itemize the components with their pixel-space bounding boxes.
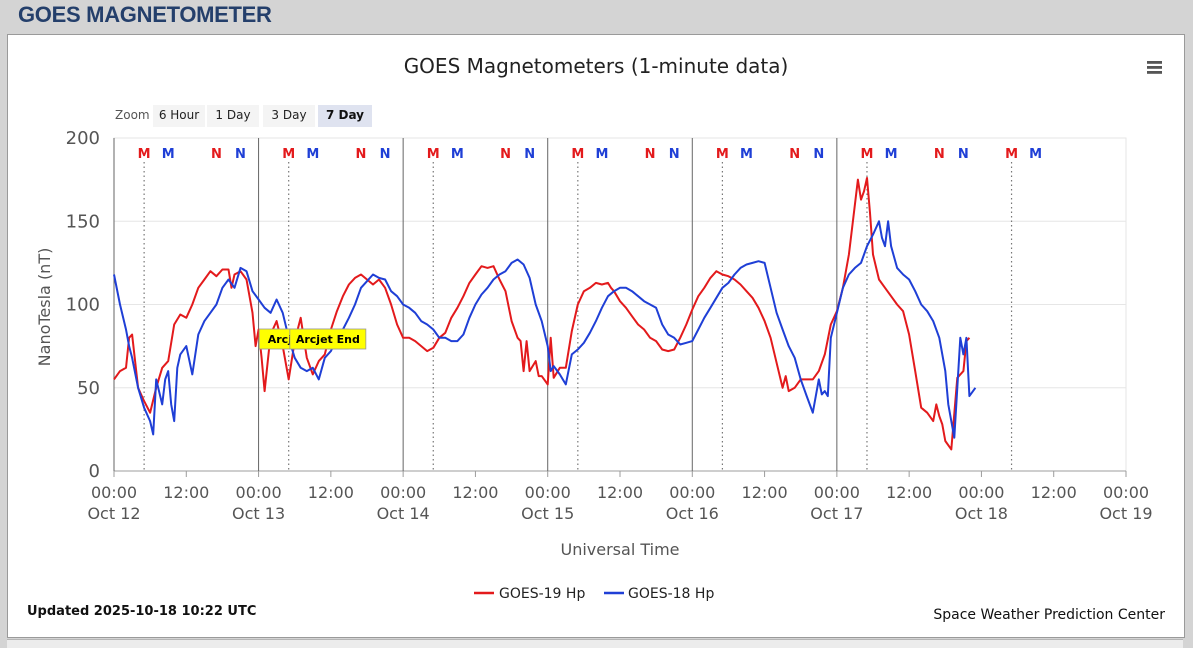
zoom-6-hour-button[interactable]: 6 Hour [159, 108, 199, 122]
zoom-label: Zoom [115, 108, 150, 122]
orbit-marker-m: M [571, 147, 584, 162]
orbit-marker-n: N [356, 147, 367, 162]
x-tick-date: Oct 12 [87, 504, 140, 523]
credit-text: Space Weather Prediction Center [933, 607, 1165, 623]
zoom-3-day-button[interactable]: 3 Day [271, 108, 306, 122]
orbit-marker-n: N [235, 147, 246, 162]
x-tick-time: 00:00 [814, 483, 860, 502]
y-tick-label: 200 [66, 128, 100, 149]
x-tick-time: 12:00 [163, 483, 209, 502]
x-tick-time: 12:00 [1031, 483, 1077, 502]
y-tick-label: 150 [66, 211, 100, 232]
x-tick-date: Oct 14 [377, 504, 430, 523]
x-tick-time: 12:00 [308, 483, 354, 502]
orbit-marker-n: N [813, 147, 824, 162]
x-tick-time: 00:00 [91, 483, 137, 502]
page-header: GOES MAGNETOMETER [0, 0, 1193, 34]
x-tick-date: Oct 18 [955, 504, 1008, 523]
chart-title: GOES Magnetometers (1-minute data) [404, 54, 789, 78]
orbit-marker-n: N [789, 147, 800, 162]
orbit-marker-n: N [645, 147, 656, 162]
y-axis-title: NanoTesla (nT) [35, 248, 54, 367]
gridlines [113, 137, 1127, 472]
chart-panel: GOES Magnetometers (1-minute data) Zoom … [7, 34, 1185, 638]
x-tick-date: Oct 19 [1099, 504, 1152, 523]
series-line-goes18 [113, 220, 977, 439]
x-axis-title: Universal Time [560, 540, 679, 559]
series-line-goes19 [113, 177, 971, 451]
zoom-6-hour-bg[interactable] [153, 105, 205, 127]
annotation-box [289, 328, 367, 350]
updated-timestamp: Updated 2025-10-18 10:22 UTC [27, 604, 256, 619]
x-tick-time: 00:00 [1103, 483, 1149, 502]
x-tick-time: 00:00 [525, 483, 571, 502]
x-axis: 00:00 Oct 12 12:00 00:00 Oct 13 12:00 00:00 Oct… [87, 471, 1153, 523]
orbit-marker-m: M [306, 147, 319, 162]
orbit-marker-m: M [162, 147, 175, 162]
x-tick-date: Oct 15 [521, 504, 574, 523]
zoom-1-day-bg[interactable] [207, 105, 259, 127]
day-lines [113, 138, 1013, 471]
zoom-1-day-button[interactable]: 1 Day [215, 108, 250, 122]
zoom-7-day-bg[interactable] [318, 105, 372, 127]
orbit-marker-n: N [524, 147, 535, 162]
orbit-marker-n: N [934, 147, 945, 162]
y-tick-label: 0 [89, 461, 100, 482]
annotation-label: Arcjet End [296, 333, 360, 346]
orbit-marker-m: M [138, 147, 151, 162]
x-tick-time: 00:00 [380, 483, 426, 502]
orbit-marker-m: M [885, 147, 898, 162]
orbit-marker-m: M [1029, 147, 1042, 162]
orbit-marker-m: M [1005, 147, 1018, 162]
x-tick-time: 12:00 [742, 483, 788, 502]
orbit-marker-n: N [211, 147, 222, 162]
x-tick-date: Oct 16 [666, 504, 719, 523]
y-tick-label: 50 [77, 378, 100, 399]
page-title: GOES MAGNETOMETER [18, 2, 272, 27]
bottom-strip [7, 639, 1183, 648]
x-tick-time: 00:00 [669, 483, 715, 502]
legend-label-goes18: GOES-18 Hp [628, 586, 714, 602]
y-axis: 0 50 100 150 200 [66, 128, 100, 482]
legend-label-goes19: GOES-19 Hp [499, 586, 585, 602]
zoom-7-day-button[interactable]: 7 Day [326, 108, 364, 122]
orbit-marker-m: M [740, 147, 753, 162]
legend-item-goes19[interactable]: GOES-19 Hp [474, 586, 585, 602]
x-tick-time: 12:00 [452, 483, 498, 502]
series-lines [113, 177, 977, 451]
hamburger-menu-icon[interactable] [1143, 57, 1165, 79]
x-tick-time: 00:00 [958, 483, 1004, 502]
legend-item-goes18[interactable]: GOES-18 Hp [604, 586, 714, 602]
zoom-buttons: 6 Hour 1 Day 3 Day 7 Day [153, 105, 372, 127]
x-tick-date: Oct 13 [232, 504, 285, 523]
orbit-marker-n: N [669, 147, 680, 162]
x-tick-date: Oct 17 [810, 504, 863, 523]
orbit-marker-n: N [500, 147, 511, 162]
orbit-marker-m: M [595, 147, 608, 162]
x-tick-time: 12:00 [597, 483, 643, 502]
orbit-marker-n: N [380, 147, 391, 162]
orbit-marker-m: M [451, 147, 464, 162]
legend: GOES-19 Hp GOES-18 Hp [474, 586, 714, 602]
y-tick-label: 100 [66, 295, 100, 316]
annotations: Arcjet StartArcjet End [258, 328, 367, 350]
orbit-marker-m: M [716, 147, 729, 162]
zoom-3-day-bg[interactable] [263, 105, 315, 127]
orbit-marker-m: M [427, 147, 440, 162]
x-tick-time: 12:00 [886, 483, 932, 502]
x-tick-time: 00:00 [236, 483, 282, 502]
orbit-marker-n: N [958, 147, 969, 162]
orbit-marker-m: M [861, 147, 874, 162]
orbit-marker-m: M [282, 147, 295, 162]
magnetometer-chart: GOES Magnetometers (1-minute data) Zoom … [27, 54, 1165, 623]
